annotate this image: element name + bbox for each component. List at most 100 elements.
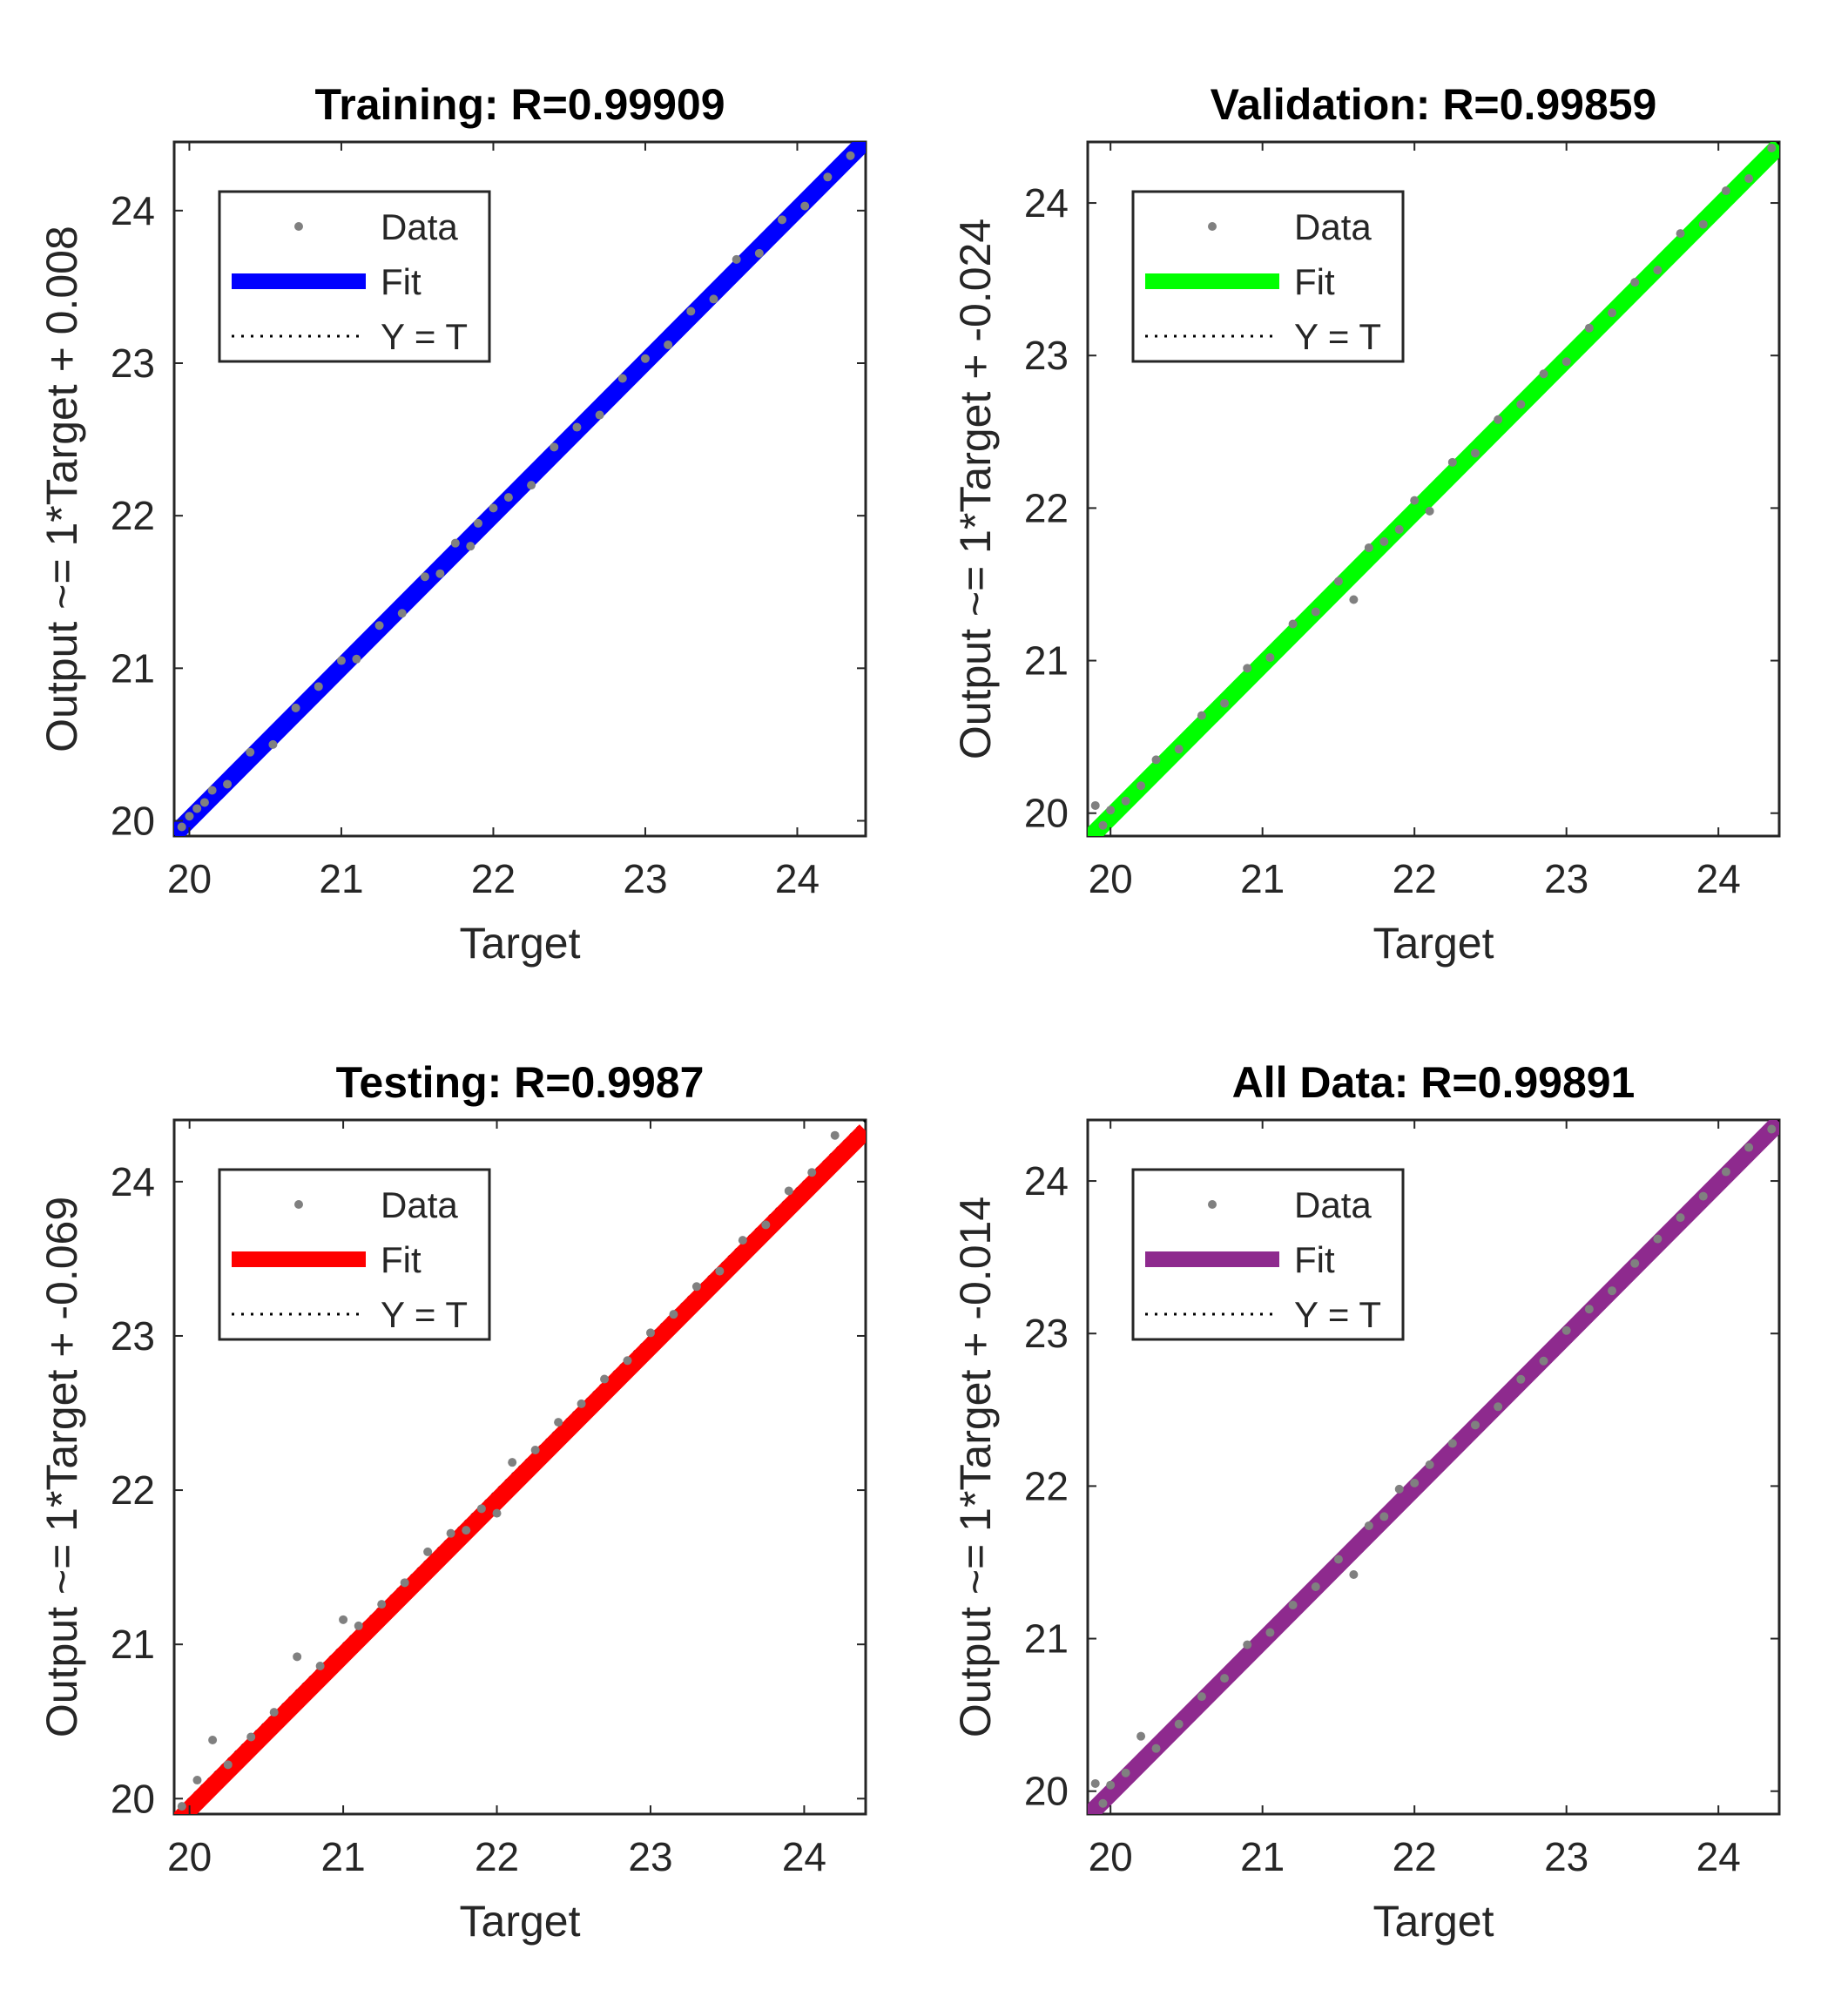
- all-data-data-point: [1333, 1555, 1343, 1564]
- training-data-point: [778, 215, 787, 225]
- testing-data-point: [508, 1458, 517, 1467]
- all-data-data-point: [1410, 1478, 1420, 1487]
- testing-data-point: [715, 1266, 725, 1276]
- testing-y-tick-label: 20: [111, 1776, 155, 1821]
- all-data-data-point: [1090, 1778, 1100, 1788]
- all-data-legend-label: Y = T: [1294, 1294, 1381, 1335]
- validation-data-point: [1333, 577, 1343, 586]
- training-data-point: [664, 340, 673, 349]
- testing-x-tick-label: 23: [628, 1834, 672, 1879]
- training-y-tick-label: 23: [111, 341, 155, 386]
- validation-data-point: [1265, 653, 1275, 663]
- validation-data-point: [1676, 229, 1685, 239]
- validation-x-tick-label: 21: [1240, 856, 1285, 901]
- training-data-point: [185, 812, 194, 821]
- training-legend: Data Fit Y = T: [218, 190, 491, 363]
- testing-data-point: [807, 1168, 817, 1177]
- all-data-data-point: [1676, 1213, 1685, 1223]
- training-data-point: [314, 682, 323, 691]
- validation-x-tick-label: 24: [1696, 856, 1741, 901]
- testing-y-tick-label: 24: [111, 1159, 155, 1204]
- training-data-point: [595, 410, 604, 420]
- testing-data-point: [645, 1328, 655, 1338]
- all-data-data-point: [1106, 1780, 1116, 1790]
- validation-data-point: [1447, 457, 1457, 467]
- validation-legend-label: Fit: [1294, 261, 1335, 302]
- all-data-title: All Data: R=0.99891: [1232, 1058, 1636, 1107]
- all-data-data-point: [1653, 1234, 1663, 1244]
- all-data-x-tick-label: 20: [1089, 1834, 1133, 1879]
- testing-data-point: [223, 1760, 233, 1770]
- validation-x-axis-label: Target: [1373, 919, 1494, 968]
- all-data-y-tick-label: 21: [1024, 1616, 1069, 1662]
- testing-data-point: [269, 1708, 279, 1717]
- all-data-data-point: [1121, 1768, 1130, 1777]
- testing-panel: 20 21 22 23 24 20 21 22 23 24 Testing: R=0.9987 Tar…: [37, 1058, 867, 1946]
- all-data-data-point: [1288, 1601, 1298, 1610]
- training-data-point: [640, 354, 650, 363]
- validation-data-point: [1288, 619, 1298, 629]
- all-data-data-point: [1425, 1460, 1434, 1469]
- training-fit-line: [174, 142, 866, 836]
- testing-x-tick-label: 21: [321, 1834, 366, 1879]
- all-data-data-point: [1698, 1191, 1708, 1201]
- validation-data-point: [1470, 449, 1480, 458]
- validation-legend-label: Data: [1294, 206, 1372, 247]
- testing-ticks: [174, 1120, 866, 1814]
- all-data-plot-area: [1088, 1120, 1779, 1814]
- all-data-x-tick-label: 21: [1240, 1834, 1285, 1879]
- training-data-point: [466, 542, 475, 551]
- training-data-point: [686, 307, 696, 316]
- all-data-data-point: [1608, 1286, 1617, 1296]
- testing-data-point: [691, 1282, 701, 1292]
- all-data-data-point: [1394, 1484, 1404, 1494]
- training-data-point: [192, 804, 202, 813]
- validation-data-point: [1394, 524, 1404, 534]
- training-legend-data-marker: [294, 222, 303, 231]
- validation-data-point: [1494, 415, 1503, 424]
- training-data-point: [435, 569, 445, 578]
- validation-data-point: [1220, 698, 1230, 708]
- training-plot-area: [174, 142, 866, 836]
- testing-legend: Data Fit Y = T: [218, 1168, 491, 1341]
- all-data-data-point: [1349, 1569, 1359, 1579]
- testing-data-point: [492, 1508, 502, 1518]
- testing-legend-label: Y = T: [381, 1294, 468, 1335]
- all-data-legend: Data Fit Y = T: [1131, 1168, 1405, 1341]
- training-x-tick-label: 22: [471, 856, 516, 901]
- training-data-point: [754, 248, 764, 258]
- training-x-tick-label: 24: [775, 856, 819, 901]
- training-title: Training: R=0.99909: [314, 80, 725, 129]
- testing-data-point: [761, 1220, 771, 1230]
- testing-data-point: [462, 1526, 471, 1535]
- testing-data-point: [530, 1446, 540, 1455]
- all-data-data-point: [1630, 1258, 1640, 1268]
- all-data-data-point: [1539, 1356, 1548, 1366]
- testing-data-point: [784, 1186, 793, 1196]
- validation-plot-area: [1088, 142, 1779, 836]
- validation-y-tick-label: 22: [1024, 485, 1069, 530]
- validation-fit-line: [1088, 142, 1779, 836]
- testing-data-point: [192, 1776, 202, 1785]
- all-data-legend-data-marker: [1208, 1200, 1217, 1209]
- validation-data-point: [1121, 796, 1130, 806]
- validation-data-point: [1311, 607, 1320, 617]
- testing-legend-label: Fit: [381, 1239, 422, 1280]
- testing-y-tick-label: 21: [111, 1622, 155, 1667]
- testing-data-point: [577, 1399, 586, 1408]
- all-data-y-tick-label: 22: [1024, 1463, 1069, 1508]
- training-data-point: [336, 656, 346, 665]
- training-data-point: [550, 442, 559, 452]
- testing-data-point: [669, 1310, 678, 1319]
- training-data-point: [291, 703, 300, 712]
- testing-data-point: [476, 1504, 486, 1514]
- validation-x-tick-label: 23: [1544, 856, 1588, 901]
- training-data-point: [474, 518, 483, 528]
- testing-legend-data-marker: [294, 1200, 303, 1209]
- validation-data-point: [1379, 536, 1389, 546]
- validation-y-tick-label: 23: [1024, 333, 1069, 378]
- training-legend-label: Fit: [381, 261, 422, 302]
- training-data-point: [352, 654, 361, 664]
- validation-x-tick-label: 22: [1393, 856, 1437, 901]
- validation-panel: 20 21 22 23 24 20 21 22 23 24 Validation: R=0.9985…: [951, 80, 1781, 968]
